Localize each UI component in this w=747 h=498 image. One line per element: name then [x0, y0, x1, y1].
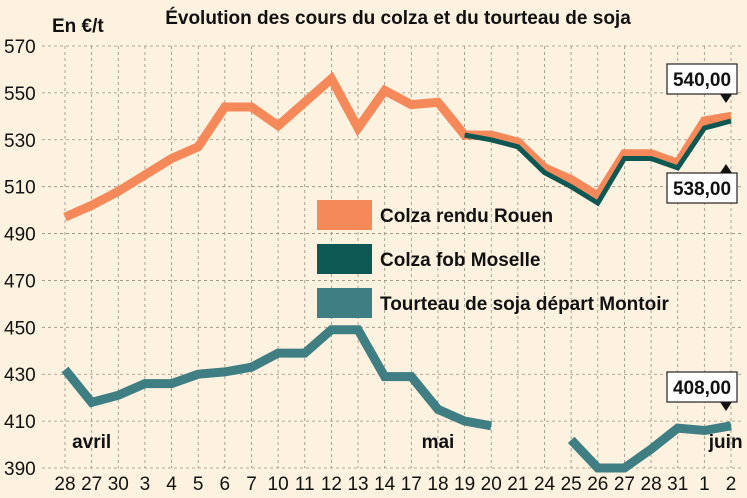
y-tick-label: 530 [4, 131, 36, 152]
value-callout-box [666, 371, 738, 403]
legend-swatch [317, 288, 372, 318]
y-tick-label: 450 [4, 318, 36, 339]
y-tick-label: 390 [4, 459, 36, 480]
value-callout-box [666, 63, 738, 95]
month-label: mai [422, 432, 455, 453]
month-label: juin [708, 432, 743, 453]
x-tick-label: 24 [534, 474, 556, 495]
value-callout-box [666, 172, 738, 204]
series-line-1 [464, 118, 732, 207]
y-tick-label: 570 [4, 37, 36, 58]
x-tick-label: 19 [454, 474, 475, 495]
x-tick-label: 11 [295, 474, 315, 495]
x-tick-label: 26 [587, 474, 608, 495]
y-tick-label: 410 [4, 412, 36, 433]
legend-label: Tourteau de soja départ Montoir [380, 294, 669, 315]
x-tick-label: 17 [401, 474, 422, 495]
x-tick-label: 30 [108, 474, 129, 495]
y-tick-label: 430 [4, 365, 36, 386]
callout-pointer [720, 164, 732, 173]
legend-swatch [317, 200, 372, 230]
x-tick-label: 2 [726, 474, 737, 495]
x-tick-label: 7 [246, 474, 257, 495]
x-tick-label: 28 [641, 474, 662, 495]
value-callout-label: 538,00 [673, 179, 731, 200]
x-tick-label: 28 [54, 474, 75, 495]
x-tick-label: 20 [481, 474, 502, 495]
x-tick-label: 4 [166, 474, 177, 495]
value-callout-label: 408,00 [673, 378, 731, 399]
series-line-2 [61, 325, 492, 431]
x-tick-label: 27 [614, 474, 635, 495]
x-tick-label: 25 [561, 474, 582, 495]
x-tick-label: 1 [699, 474, 710, 495]
month-label: avril [72, 432, 111, 453]
legend-label: Colza fob Moselle [380, 250, 540, 271]
x-tick-label: 21 [507, 474, 528, 495]
chart-title: Évolution des cours du colza et du tourt… [165, 7, 631, 29]
legend-swatch [317, 244, 372, 274]
value-callout-label: 540,00 [673, 70, 731, 91]
x-tick-label: 3 [140, 474, 151, 495]
series-line-0 [63, 71, 732, 222]
y-tick-label: 510 [4, 178, 36, 199]
legend: Colza rendu Rouen Colza fob Moselle Tourte… [317, 200, 669, 318]
x-tick-label: 12 [321, 474, 342, 495]
legend-label: Colza rendu Rouen [380, 206, 553, 227]
x-tick-label: 10 [268, 474, 289, 495]
x-tick-label: 14 [374, 474, 396, 495]
series-lines [61, 71, 732, 473]
unit-label: En €/t [52, 16, 104, 37]
x-tick-label: 13 [347, 474, 368, 495]
callout-pointer [720, 94, 732, 103]
y-tick-label: 550 [4, 84, 36, 105]
y-tick-label: 470 [4, 271, 36, 292]
x-tick-label: 27 [81, 474, 102, 495]
callout-pointer [720, 402, 732, 411]
y-tick-label: 490 [4, 225, 36, 246]
x-tick-label: 18 [427, 474, 448, 495]
x-tick-label: 6 [220, 474, 231, 495]
callouts: 540,00 538,00 408,00 [666, 63, 738, 411]
x-tick-label: 31 [667, 474, 688, 495]
x-tick-label: 5 [193, 474, 204, 495]
series-line-2 [567, 421, 732, 473]
